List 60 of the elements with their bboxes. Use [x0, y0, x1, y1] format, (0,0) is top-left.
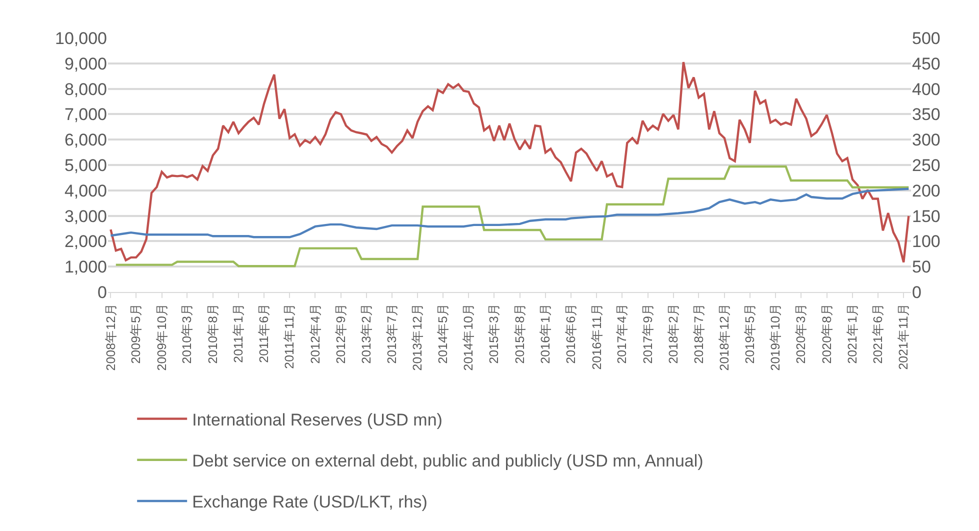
y2-tick-label: 300	[912, 130, 940, 150]
x-tick-label: 2021年6月	[870, 303, 885, 364]
x-tick-label: 2015年8月	[512, 303, 527, 364]
x-tick-label: 2019年5月	[742, 303, 757, 364]
x-tick-label: 2016年6月	[564, 303, 578, 364]
legend-label: Debt service on external debt, public and publicly (USD mn, Annual)	[192, 452, 704, 470]
y-tick-label: 5,000	[64, 156, 107, 175]
line-series	[110, 188, 910, 238]
x-tick-label: 2015年3月	[487, 303, 502, 364]
legend-label: International Reserves (USD mn)	[192, 410, 442, 430]
x-tick-label: 2012年9月	[334, 303, 348, 364]
y-tick-label: 0	[98, 282, 107, 302]
y2-tick-label: 150	[912, 206, 940, 226]
x-tick-label: 2009年5月	[129, 303, 144, 364]
x-tick-label: 2021年11月	[896, 303, 911, 370]
x-tick-label: 2009年10月	[154, 303, 169, 371]
x-tick-label: 2014年10月	[462, 303, 476, 371]
x-tick-label: 2021年1月	[846, 303, 860, 364]
y2-tick-label: 500	[912, 28, 940, 48]
y-tick-label: 1,000	[64, 258, 107, 277]
x-tick-label: 2008年12月	[104, 303, 118, 371]
x-tick-label: 2011年6月	[257, 303, 272, 363]
x-tick-label: 2013年12月	[410, 303, 425, 371]
x-tick-label: 2013年2月	[360, 303, 374, 364]
line-series	[110, 61, 910, 264]
y-tick-label: 2,000	[64, 232, 107, 252]
x-tick-label: 2018年2月	[666, 303, 681, 364]
y-tick-label: 8,000	[64, 80, 107, 99]
y-tick-label: 6,000	[64, 130, 107, 150]
x-tick-label: 2016年1月	[538, 303, 553, 364]
x-tick-label: 2018年12月	[718, 303, 732, 371]
y-tick-label: 9,000	[64, 54, 107, 74]
x-tick-label: 2014年5月	[436, 303, 450, 364]
y-tick-label: 10,000	[55, 28, 107, 48]
y2-tick-label: 0	[912, 282, 922, 302]
y2-tick-label: 100	[912, 232, 940, 252]
x-tick-label: 2017年9月	[640, 303, 655, 364]
y2-tick-label: 400	[912, 80, 940, 99]
y2-tick-label: 350	[912, 105, 940, 124]
line-series	[114, 165, 910, 268]
x-tick-label: 2013年7月	[384, 303, 399, 364]
x-tick-label: 2010年3月	[180, 303, 194, 364]
x-tick-label: 2016年11月	[590, 303, 604, 370]
y2-tick-label: 450	[912, 54, 940, 74]
x-tick-label: 2010年8月	[206, 303, 220, 364]
legend-label: Exchange Rate (USD/LKT, rhs)	[192, 492, 428, 512]
y-tick-label: 4,000	[64, 181, 107, 200]
y-tick-label: 7,000	[64, 105, 107, 124]
y2-tick-label: 250	[912, 156, 940, 175]
x-tick-label: 2012年4月	[308, 303, 322, 364]
y2-tick-label: 200	[912, 181, 940, 200]
x-tick-label: 2011年1月	[232, 303, 246, 363]
x-tick-label: 2020年8月	[820, 303, 834, 364]
x-tick-label: 2011年11月	[282, 303, 297, 369]
x-tick-label: 2018年7月	[692, 303, 706, 364]
x-tick-label: 2020年3月	[794, 303, 808, 364]
x-tick-label: 2017年4月	[615, 303, 630, 364]
y2-tick-label: 50	[912, 258, 931, 277]
x-tick-label: 2019年10月	[768, 303, 783, 371]
y-tick-label: 3,000	[64, 206, 107, 226]
